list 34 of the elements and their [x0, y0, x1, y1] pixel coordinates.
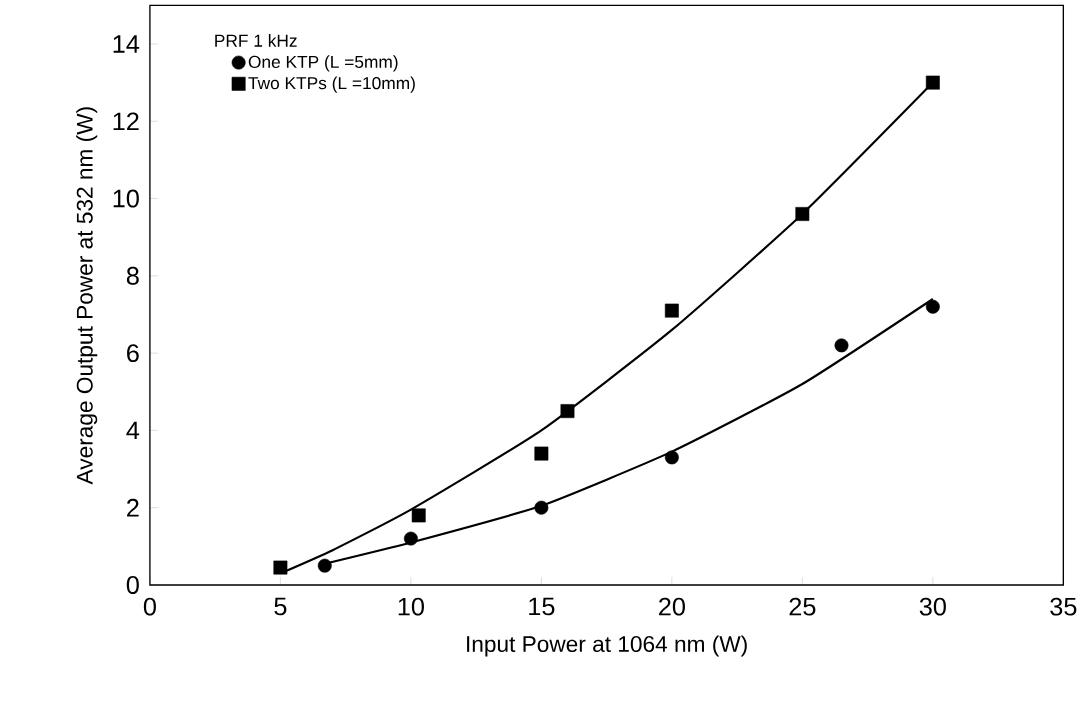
x-tick-label: 15	[529, 597, 555, 616]
x-tick-label: 30	[919, 597, 946, 616]
point	[925, 75, 940, 90]
legend-label: Two KTPs (L =10mm)	[248, 76, 415, 93]
x-tick-label: 20	[659, 597, 685, 616]
point	[795, 206, 810, 221]
y-tick-label: 10	[113, 189, 139, 208]
y-tick-label: 0	[126, 575, 139, 594]
y-tick-label: 12	[113, 112, 139, 130]
point	[925, 299, 940, 314]
point	[403, 531, 418, 546]
x-tick-label: 5	[274, 597, 287, 616]
point	[411, 508, 426, 523]
legend-label: One KTP (L =5mm)	[248, 55, 398, 72]
point	[534, 446, 549, 461]
point	[664, 450, 679, 465]
y-tick-label: 4	[126, 421, 140, 439]
x-tick-label: 25	[789, 597, 816, 616]
point	[534, 500, 549, 515]
point	[317, 558, 332, 573]
point	[664, 303, 679, 318]
point	[834, 338, 849, 353]
y-tick-label: 2	[127, 498, 139, 517]
point	[560, 404, 575, 418]
y-axis-title: Average Output Power at 532 nm (W)	[76, 107, 98, 485]
y-tick-label: 8	[126, 266, 139, 285]
y-tick-label: 6	[127, 344, 139, 362]
x-tick-label: 10	[398, 597, 424, 616]
point	[273, 560, 288, 575]
y-tick-label: 14	[113, 35, 140, 53]
legend-title: PRF 1 kHz	[215, 33, 297, 47]
x-tick-label: 35	[1050, 597, 1077, 616]
x-axis-title: Input Power at 1064 nm (W)	[467, 635, 747, 657]
x-tick-label: 0	[143, 597, 156, 616]
